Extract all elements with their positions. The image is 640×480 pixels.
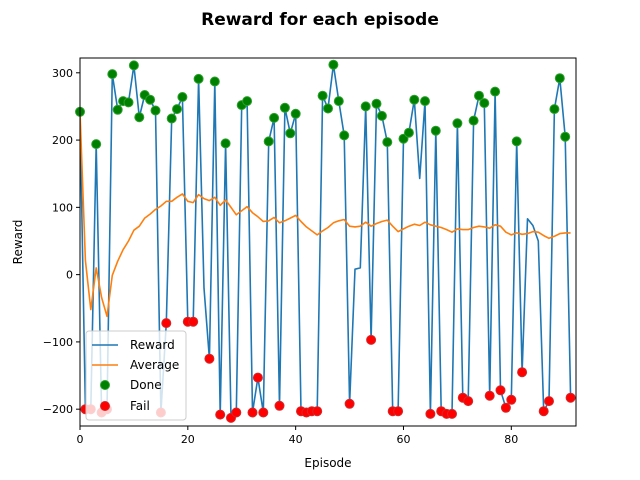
fail-point (500, 402, 511, 413)
fail-point (344, 398, 355, 409)
legend-done-label: Done (130, 378, 162, 392)
fail-point (538, 406, 549, 417)
done-point (333, 96, 344, 107)
done-point (371, 98, 382, 109)
y-tick-label: −200 (43, 403, 73, 416)
done-point (128, 60, 139, 71)
x-tick-label: 20 (181, 433, 195, 446)
legend: Reward Average Done Fail (85, 330, 187, 421)
done-point (360, 101, 371, 112)
y-tick-label: 0 (66, 269, 73, 282)
done-point (150, 105, 161, 116)
done-point (242, 96, 253, 107)
x-axis: 0 20 40 60 80 (77, 426, 518, 446)
done-point (285, 128, 296, 139)
fail-point (484, 390, 495, 401)
done-point (554, 73, 565, 84)
x-tick-label: 60 (396, 433, 410, 446)
fail-point (252, 372, 263, 383)
done-point (474, 90, 484, 101)
points-layer (75, 59, 576, 423)
done-point (409, 94, 420, 105)
done-point (403, 127, 414, 138)
done-point (323, 103, 333, 114)
legend-box (85, 330, 187, 421)
fail-point (517, 367, 528, 378)
done-point (269, 112, 280, 123)
done-point (177, 92, 188, 102)
fail-point (204, 353, 215, 364)
done-point (209, 76, 220, 87)
fail-point (495, 385, 506, 396)
done-point (430, 125, 441, 136)
done-point (123, 97, 134, 108)
done-point (279, 102, 290, 113)
x-tick-label: 0 (77, 433, 84, 446)
fail-point (425, 408, 436, 419)
legend-done-swatch (100, 380, 110, 390)
done-point (166, 113, 177, 124)
done-point (91, 139, 102, 150)
y-tick-label: 200 (52, 134, 73, 147)
fail-point (544, 396, 554, 407)
done-point (193, 73, 204, 84)
fail-point (231, 407, 242, 418)
legend-reward-label: Reward (130, 338, 175, 352)
done-point (134, 112, 145, 123)
done-point (511, 136, 522, 147)
done-point (420, 96, 430, 107)
done-point (263, 136, 274, 147)
done-point (290, 108, 301, 119)
fail-point (463, 396, 474, 407)
y-axis: −200 −100 0 100 200 300 (43, 67, 80, 416)
x-tick-label: 40 (289, 433, 303, 446)
y-tick-label: 300 (52, 67, 73, 80)
axes-frame (79, 57, 577, 427)
done-point (339, 130, 350, 141)
y-tick-label: 100 (52, 201, 73, 214)
fail-point (447, 408, 457, 419)
done-point (172, 104, 182, 115)
fail-point (258, 407, 269, 418)
done-point (112, 104, 123, 115)
done-point (452, 118, 463, 129)
done-point (328, 59, 339, 70)
done-point (220, 138, 231, 149)
legend-fail-label: Fail (130, 399, 150, 413)
fail-point (274, 400, 285, 411)
x-axis-label: Episode (304, 456, 351, 470)
fail-point (247, 407, 258, 418)
y-axis-label: Reward (11, 220, 25, 265)
chart-title: Reward for each episode (201, 10, 439, 30)
fail-point (506, 394, 517, 405)
done-point (490, 86, 501, 97)
x-tick-label: 80 (504, 433, 518, 446)
done-point (549, 104, 560, 115)
plot-area (75, 59, 576, 423)
done-point (376, 110, 387, 121)
done-point (468, 115, 479, 126)
done-point (145, 94, 156, 105)
fail-point (366, 334, 377, 345)
fail-point (565, 392, 576, 403)
legend-fail-swatch (100, 401, 110, 411)
legend-average-label: Average (130, 358, 179, 372)
done-point (479, 98, 490, 109)
done-point (560, 131, 571, 142)
series-line-average (80, 111, 571, 318)
y-tick-label: −100 (43, 336, 73, 349)
fail-point (188, 316, 199, 327)
done-point (382, 137, 393, 148)
fail-point (312, 406, 323, 417)
fail-point (393, 406, 404, 417)
fail-point (161, 318, 172, 329)
fail-point (215, 409, 226, 420)
done-point (317, 90, 328, 101)
done-point (107, 69, 118, 80)
